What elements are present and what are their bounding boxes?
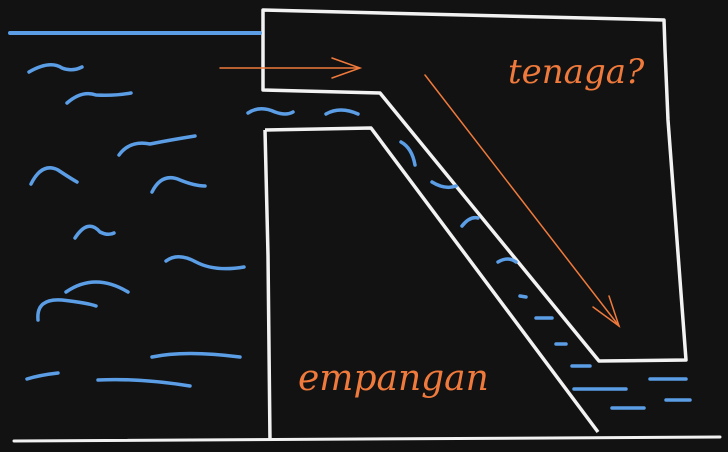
water-dash — [460, 215, 480, 228]
wave — [36, 298, 98, 322]
water-dash — [496, 257, 518, 264]
arrow-head-icon — [331, 57, 363, 79]
water-dash — [246, 107, 295, 116]
wave — [96, 377, 192, 388]
water-dash — [518, 294, 528, 299]
wave — [64, 280, 130, 294]
reservoir-waves — [25, 63, 246, 388]
dam-upper-body — [261, 8, 688, 363]
wave — [150, 176, 207, 194]
wave — [164, 255, 246, 271]
wave — [117, 134, 197, 157]
wave — [27, 63, 84, 74]
ground-line — [12, 435, 722, 443]
wave — [29, 166, 79, 186]
intake-water — [246, 107, 360, 116]
dam-lower-body — [263, 126, 600, 442]
wave — [65, 91, 133, 105]
flow-arrow-horizontal — [219, 57, 363, 79]
arrow-head-icon — [592, 295, 621, 328]
water-dash — [399, 140, 417, 167]
wave — [73, 224, 116, 240]
water-dash — [430, 180, 458, 190]
outflow-water — [570, 364, 692, 410]
flow-arrow-diagonal — [424, 74, 621, 328]
wave — [150, 351, 242, 359]
dam-label: empangan — [298, 358, 489, 399]
energy-label: tenaga? — [508, 52, 645, 92]
wave — [25, 371, 60, 381]
water-dash — [324, 108, 360, 116]
spillway-water — [399, 140, 568, 346]
arrow-shaft — [424, 74, 620, 327]
